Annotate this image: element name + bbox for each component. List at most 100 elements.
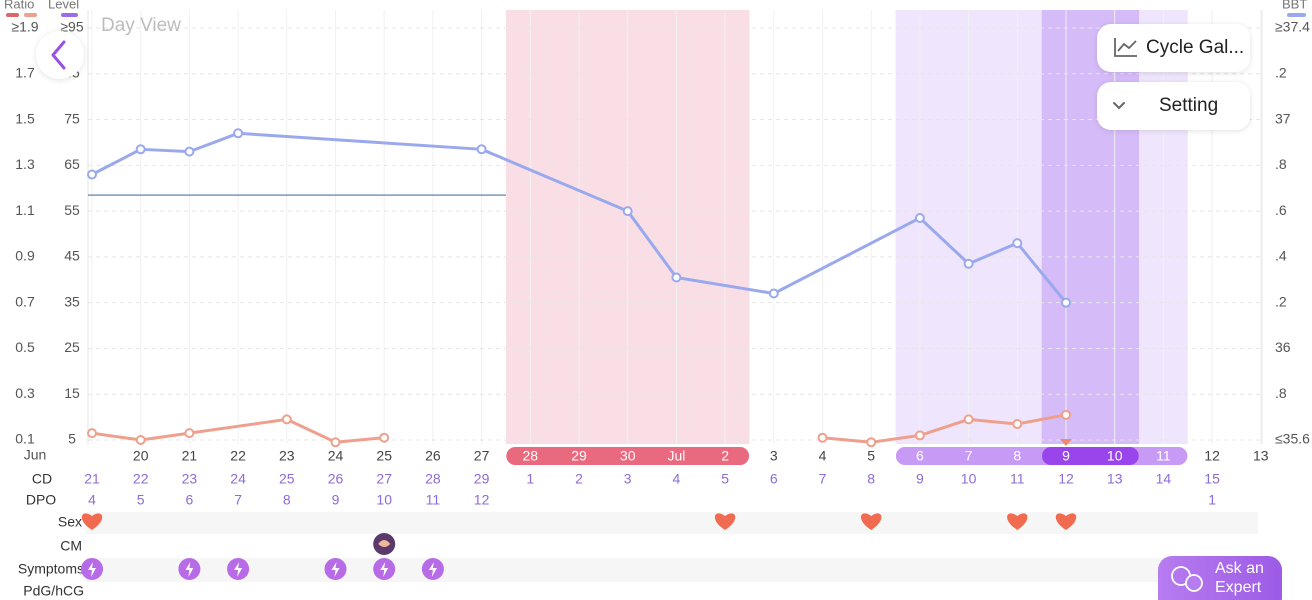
- data-point: [866, 437, 877, 448]
- phase-band: [1041, 10, 1140, 444]
- date-label: 23: [279, 448, 295, 464]
- dpo-value: 12: [474, 492, 490, 508]
- date-label: 24: [328, 448, 344, 464]
- cycle-gallery-button[interactable]: Cycle Gal...: [1097, 24, 1250, 72]
- button-label[interactable]: Setting: [1159, 95, 1218, 116]
- data-point: [914, 430, 925, 441]
- date-label: 28: [523, 448, 539, 464]
- cd-value: 9: [916, 471, 924, 487]
- cd-value: 2: [575, 471, 583, 487]
- sex-heart: [1007, 513, 1028, 530]
- dpo-value: 9: [332, 492, 340, 508]
- chat-icon[interactable]: [1185, 574, 1203, 592]
- date-label: 11: [1156, 448, 1171, 464]
- button-bg[interactable]: [1097, 82, 1250, 130]
- date-pill: [1042, 447, 1139, 465]
- cd-value: 3: [624, 471, 632, 487]
- symptom-bolt: [428, 562, 437, 577]
- data-point: [476, 144, 487, 155]
- symptom-bolt: [331, 562, 340, 577]
- data-point: [184, 428, 195, 439]
- data-point: [817, 432, 828, 443]
- ratio-tick-label: 0.9: [15, 248, 35, 264]
- series-line: [91, 417, 385, 444]
- chart-icon[interactable]: [1114, 38, 1137, 57]
- date-label: 5: [867, 448, 875, 464]
- bbt-tick-label: .6: [1275, 202, 1287, 218]
- sex-heart: [714, 513, 736, 530]
- row-label: Sex: [58, 514, 82, 530]
- back-button[interactable]: [36, 31, 84, 79]
- bbt-tick-label: .8: [1275, 156, 1287, 172]
- row-label: CD: [32, 471, 52, 487]
- cd-value: 13: [1107, 471, 1123, 487]
- level-tick-label: 35: [64, 293, 80, 309]
- button-bg[interactable]: [1097, 24, 1250, 72]
- legend-swatch: [61, 13, 78, 17]
- phase-bands: [505, 10, 1188, 444]
- back-button-bg[interactable]: [36, 31, 84, 79]
- data-point: [281, 414, 292, 425]
- cd-value: 4: [673, 471, 681, 487]
- data-point: [184, 146, 195, 157]
- level-tick-label: 5: [68, 431, 76, 447]
- cd-value: 12: [1058, 471, 1074, 487]
- dpo-value: 7: [234, 492, 242, 508]
- row-label: Symptoms: [18, 561, 84, 577]
- date-label: 20: [133, 448, 149, 464]
- button-label[interactable]: Ask an: [1215, 560, 1264, 577]
- ask-expert-button[interactable]: Ask an Expert: [1158, 556, 1282, 600]
- date-pill: [895, 447, 1188, 465]
- ratio-tick-label: 0.5: [15, 339, 35, 355]
- date-label: 10: [1107, 448, 1123, 464]
- legend-swatch: [24, 13, 37, 17]
- date-label: 7: [965, 448, 973, 464]
- bbt-tick-label: .2: [1275, 293, 1287, 309]
- row-band: [86, 512, 1258, 534]
- bbt-tick-label: .4: [1275, 248, 1287, 264]
- legend-swatch: [6, 13, 19, 17]
- level-tick-label: 15: [64, 385, 80, 401]
- cd-value: 21: [84, 471, 100, 487]
- bbt-tick-label: 37: [1275, 110, 1291, 126]
- date-label: Jul: [667, 448, 685, 464]
- data-point: [622, 206, 633, 217]
- back-icon[interactable]: [51, 40, 66, 70]
- cd-value: 7: [819, 471, 827, 487]
- dpo-value: 6: [186, 492, 194, 508]
- level-tick-label: 65: [64, 156, 80, 172]
- dpo-value: 5: [137, 492, 145, 508]
- bbt-tick-label: 36: [1275, 339, 1291, 355]
- button-label[interactable]: Expert: [1215, 579, 1262, 596]
- grid: [87, 10, 1263, 444]
- level-tick-label: 55: [64, 202, 80, 218]
- chevron-icon[interactable]: [1113, 102, 1125, 110]
- data-point: [914, 212, 925, 223]
- row-label: DPO: [26, 492, 56, 508]
- date-label: 22: [230, 448, 246, 464]
- ratio-tick-label: 1.7: [15, 64, 35, 80]
- ratio-tick-label: ≥1.9: [11, 19, 38, 35]
- setting-button[interactable]: Setting: [1097, 82, 1250, 130]
- ratio-tick-label: 1.3: [15, 156, 35, 172]
- data-point: [1012, 418, 1023, 429]
- cd-value: 24: [230, 471, 246, 487]
- cd-value: 10: [961, 471, 977, 487]
- bbt-tick-label: ≤35.6: [1275, 431, 1310, 447]
- sex-heart: [860, 513, 882, 530]
- cd-value: 5: [721, 471, 729, 487]
- data-point: [233, 128, 244, 139]
- data-point: [671, 272, 682, 283]
- date-label: 13: [1253, 448, 1269, 464]
- cd-value: 6: [770, 471, 778, 487]
- button-label[interactable]: Cycle Gal...: [1146, 37, 1244, 58]
- data-point: [963, 414, 974, 425]
- level-tick-label: ≥95: [60, 19, 83, 35]
- date-label: 25: [376, 448, 392, 464]
- date-label: 3: [770, 448, 778, 464]
- row-band: [86, 558, 1258, 582]
- cd-value: 26: [328, 471, 344, 487]
- bbt-tick-label: ≥37.4: [1275, 19, 1310, 35]
- cd-value: 25: [279, 471, 295, 487]
